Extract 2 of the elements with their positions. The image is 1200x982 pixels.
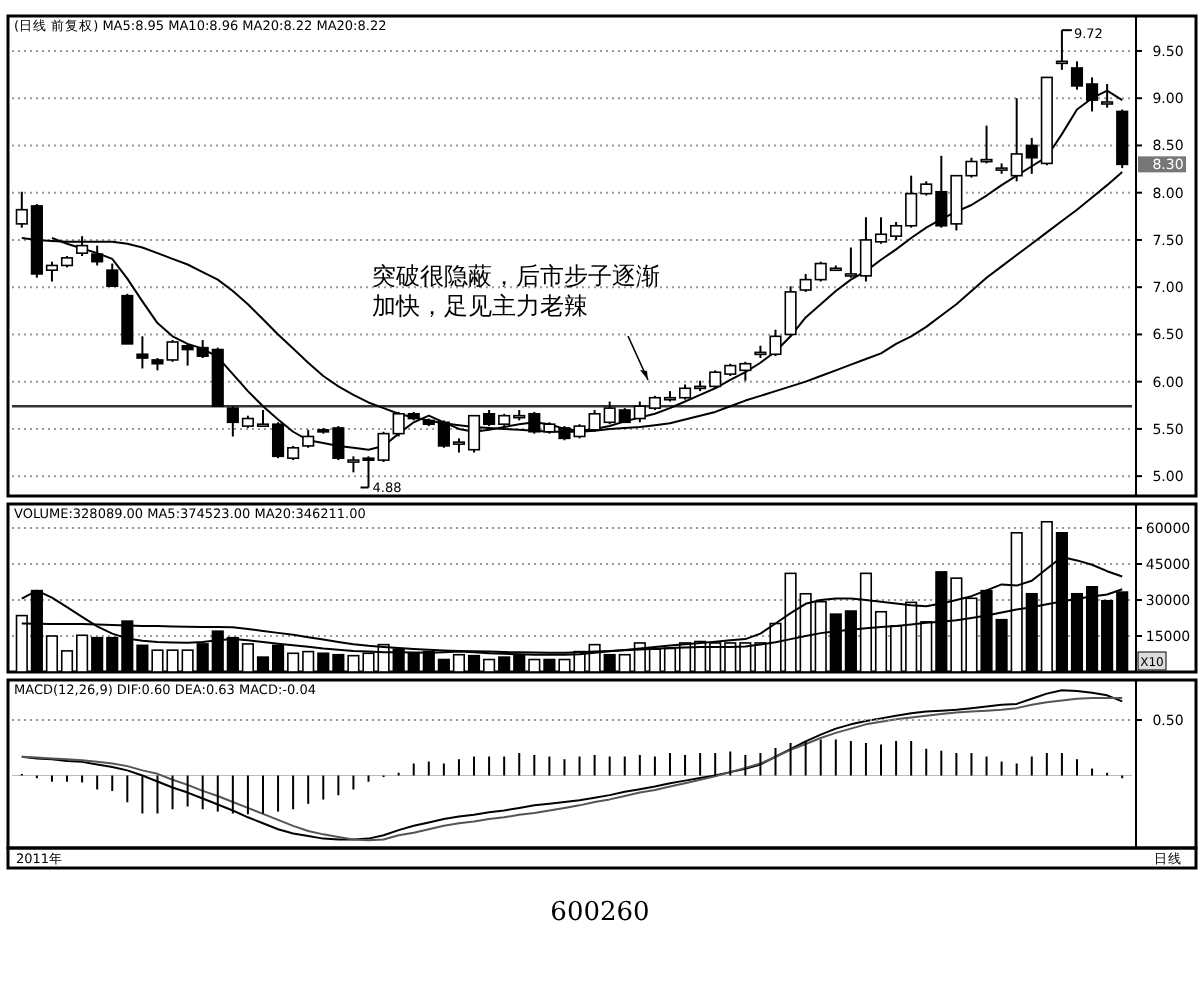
text: 600260 — [550, 898, 650, 928]
annotation: 突破很隐蔽，后市步子逐渐加快，足见主力老辣 — [372, 262, 660, 320]
